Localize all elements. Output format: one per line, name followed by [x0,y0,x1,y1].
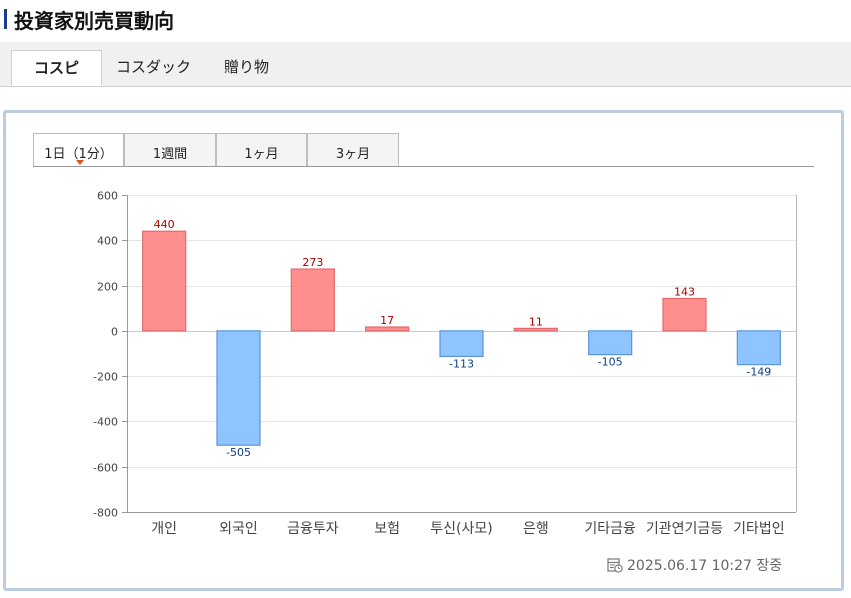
y-tick-label: -200 [93,371,118,384]
bar [662,297,707,332]
tab-period-1week[interactable]: 1週間 [124,133,216,166]
data-label: -505 [226,446,251,459]
tab-period-3months[interactable]: 3ヶ月 [307,133,399,166]
tab-gifts[interactable]: 贈り物 [224,58,270,76]
tab-period-1month[interactable]: 1ヶ月 [216,133,307,166]
bar [439,330,484,358]
bar [365,326,410,332]
page-header: 投資家別売買動向 [0,0,851,40]
x-tick-label: 기타법인 [733,521,785,537]
y-tick-label: 400 [97,235,118,248]
page-title: 投資家別売買動向 [14,9,174,33]
timestamp-text: 2025.06.17 10:27 장중 [627,558,783,574]
bar [513,327,558,332]
y-tick-label: 600 [97,190,118,203]
data-label: 440 [154,218,175,231]
market-tabstrip [0,42,851,87]
x-tick-label: 금융투자 [287,521,339,537]
x-tick-label: 기타금융 [584,521,636,537]
y-tick-label: -600 [93,462,118,475]
chart-panel [3,110,844,591]
y-tick-label: 200 [97,281,118,294]
data-label: 143 [674,285,695,298]
tab-kosdaq[interactable]: コスダック [116,58,192,76]
data-label: 17 [380,314,394,327]
bar [290,268,335,332]
calendar-clock-icon [607,558,623,573]
y-tick-label: -800 [93,507,118,520]
data-label: 273 [302,256,323,269]
x-tick-label: 투신(사모) [430,521,492,537]
x-tick-label: 외국인 [219,521,258,537]
bar [216,330,261,446]
bar [736,330,781,366]
x-tick-label: 은행 [523,521,549,537]
data-label: -105 [598,356,623,369]
x-tick-label: 개인 [151,521,177,537]
bar [588,330,633,356]
bar [142,230,187,332]
y-tick-label: 0 [111,326,118,339]
data-label: -149 [746,366,771,379]
timestamp: 2025.06.17 10:27 장중 [607,555,782,575]
title-accent-bar [4,9,7,29]
data-label: -113 [449,357,474,370]
data-label: 11 [529,315,543,328]
x-tick-label: 보험 [374,521,400,537]
period-tabs-divider [33,166,814,167]
tab-period-1day[interactable]: 1日（1分） [33,133,124,166]
tab-kospi[interactable]: コスピ [11,50,102,86]
active-tab-marker-icon [76,160,84,165]
x-tick-label: 기관연기금등 [646,521,723,537]
y-tick-label: -400 [93,416,118,429]
